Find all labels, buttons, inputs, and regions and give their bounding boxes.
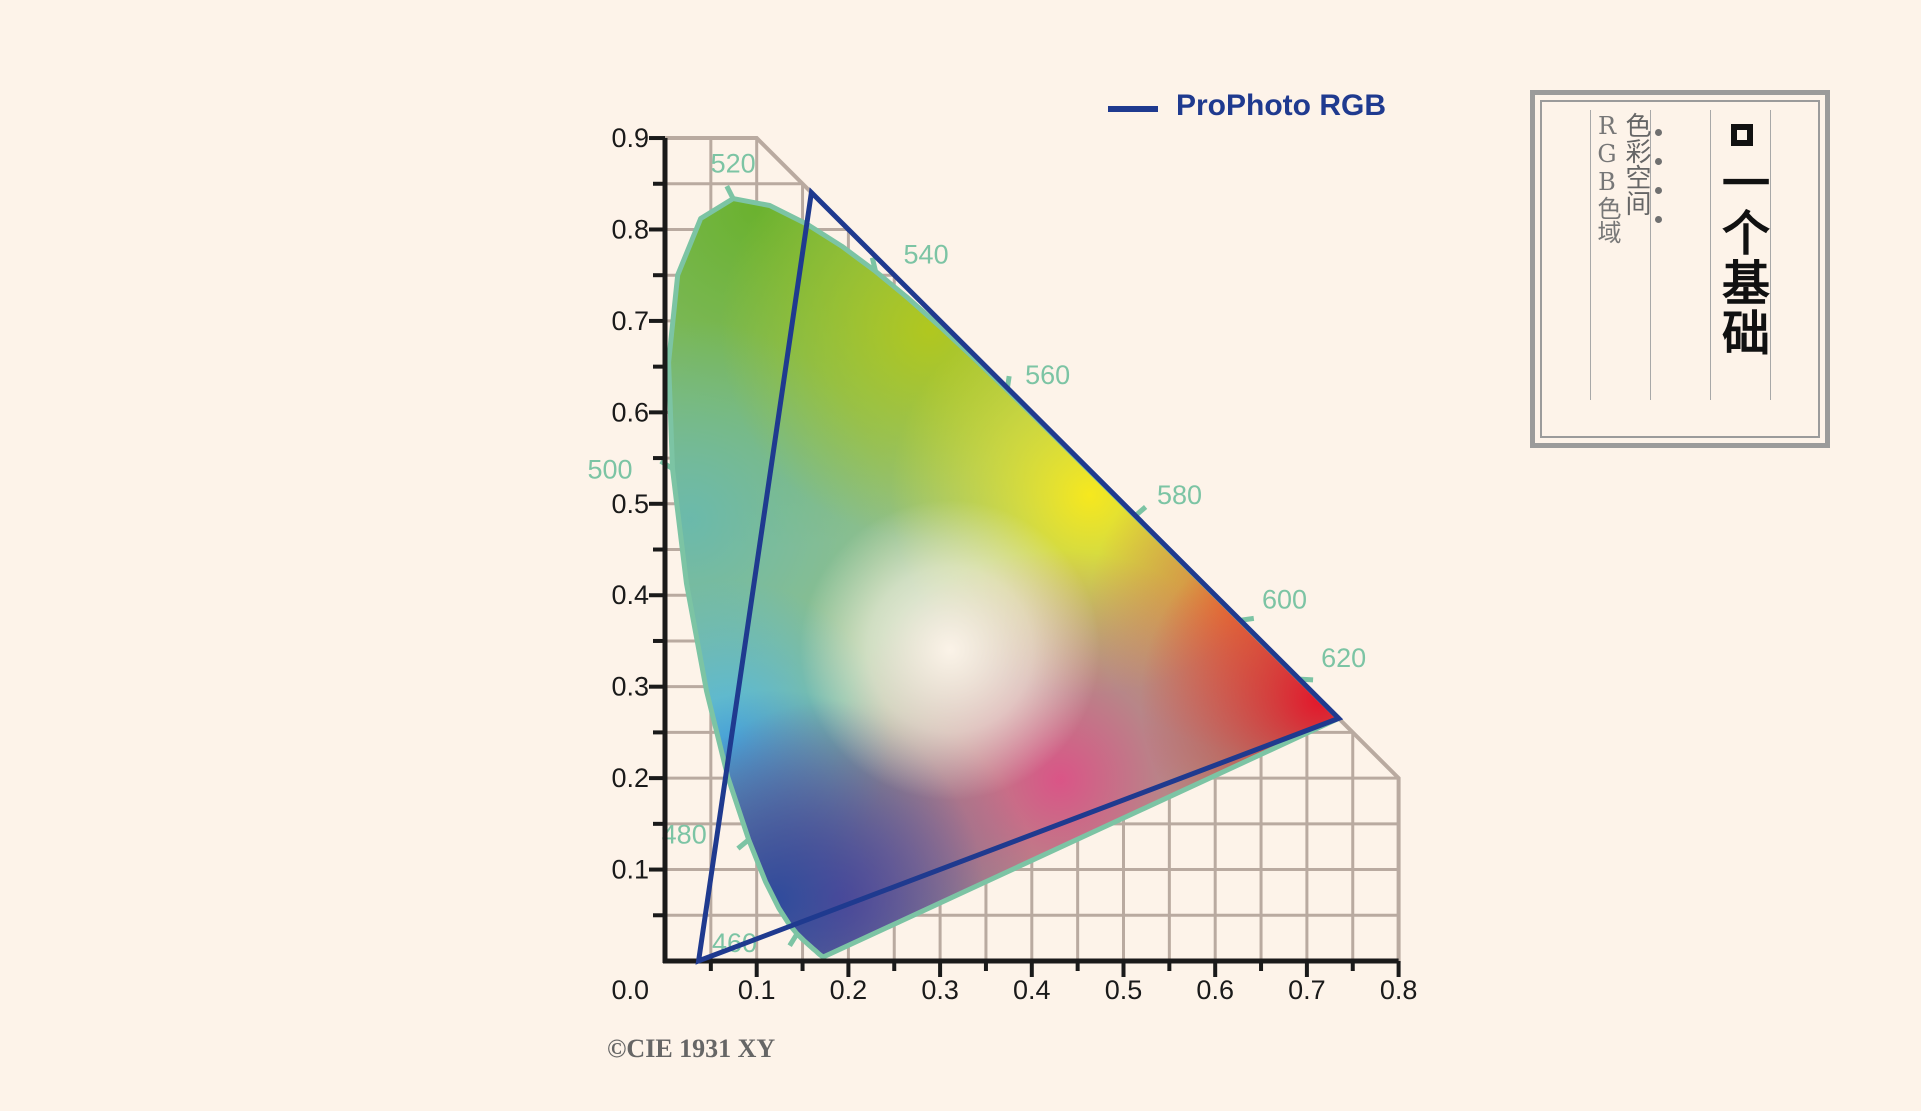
- x-tick-label: 0.3: [921, 975, 959, 1005]
- y-tick-label: 0.9: [611, 123, 649, 153]
- x-tick-label: 0.8: [1380, 975, 1418, 1005]
- wavelength-label: 580: [1157, 480, 1202, 510]
- y-tick-label: 0.3: [611, 672, 649, 702]
- wavelength-label: 480: [662, 820, 707, 850]
- wavelength-label: 520: [711, 149, 756, 179]
- y-tick-label: 0.7: [611, 306, 649, 336]
- title-plate: 色彩空间 RGB色域 一个基础: [1530, 90, 1830, 448]
- x-tick-label: 0.7: [1288, 975, 1326, 1005]
- wavelength-label: 600: [1262, 584, 1307, 614]
- wavelength-label: 560: [1025, 360, 1070, 390]
- bullet-dot: [1655, 216, 1662, 223]
- chart-credit: ©CIE 1931 XY: [607, 1034, 775, 1063]
- wavelength-label: 620: [1321, 643, 1366, 673]
- origin-tick-label: 0.0: [611, 975, 649, 1005]
- y-tick-label: 0.6: [611, 397, 649, 427]
- column-rule: [1770, 110, 1771, 400]
- subtitle-rgb-gamut: RGB色域: [1593, 112, 1621, 244]
- y-tick-label: 0.1: [611, 855, 649, 885]
- bullet-dot: [1655, 187, 1662, 194]
- x-tick-label: 0.1: [738, 975, 776, 1005]
- wavelength-label: 540: [904, 239, 949, 269]
- x-tick-label: 0.5: [1105, 975, 1143, 1005]
- bullet-dot: [1655, 158, 1662, 165]
- legend: ProPhoto RGB: [1108, 89, 1386, 122]
- legend-label: ProPhoto RGB: [1176, 89, 1386, 122]
- x-tick-label: 0.4: [1013, 975, 1051, 1005]
- subtitle-color-space: 色彩空间: [1621, 112, 1651, 216]
- gamut-color-fill: [668, 198, 1339, 957]
- axes: 0.1 0.2 0.3 0.4 0.5 0.6 0.7 0.8 0.9 0.8 0.7 0.6 0.5 0…: [611, 123, 1417, 1005]
- x-tick-label: 0.6: [1196, 975, 1234, 1005]
- y-tick-label: 0.8: [611, 214, 649, 244]
- prophoto-rgb-triangle: [695, 187, 1344, 965]
- wavelength-label: 500: [587, 455, 632, 485]
- y-tick-label: 0.2: [611, 763, 649, 793]
- main-title: 一个基础: [1713, 158, 1769, 358]
- title-plate-inner-border: 色彩空间 RGB色域 一个基础: [1540, 100, 1820, 438]
- column-rule: [1710, 110, 1711, 400]
- column-rule: [1590, 110, 1591, 400]
- wavelength-tick: [736, 837, 751, 851]
- y-tick-label: 0.4: [611, 580, 649, 610]
- x-tick-label: 0.2: [830, 975, 868, 1005]
- square-bullet-icon: [1731, 124, 1753, 146]
- wavelength-tick: [869, 257, 878, 272]
- wavelength-tick: [724, 184, 736, 200]
- bullet-dot: [1655, 129, 1662, 136]
- y-tick-label: 0.5: [611, 489, 649, 519]
- column-rule: [1650, 110, 1651, 400]
- wavelength-tick: [787, 932, 800, 948]
